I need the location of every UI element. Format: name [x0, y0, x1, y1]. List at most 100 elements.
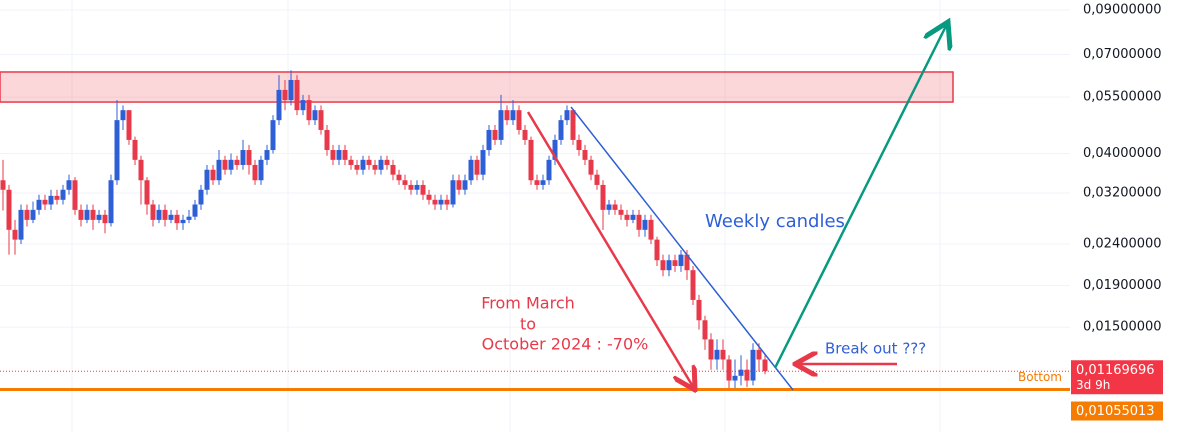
candle-body	[18, 209, 24, 240]
candle-body	[672, 260, 678, 266]
candle-body	[54, 195, 60, 200]
y-tick-label: 0,01500000	[1083, 320, 1162, 335]
candle-body	[372, 164, 378, 170]
y-tick-label: 0,09000000	[1083, 2, 1162, 17]
annotation: From March	[481, 294, 575, 313]
candle-body	[642, 219, 648, 230]
candle-body	[144, 180, 150, 205]
candle-body	[474, 159, 480, 175]
candle-body	[258, 159, 264, 181]
candle-body	[324, 129, 330, 151]
candle-body	[378, 159, 384, 170]
candle-body	[708, 339, 714, 360]
candle-body	[582, 150, 588, 160]
candle-body	[180, 219, 186, 224]
last-price-box	[1071, 360, 1163, 395]
candle-body	[360, 159, 366, 170]
bottom-price-box	[1071, 401, 1163, 421]
candle-body	[438, 199, 444, 205]
candle-body	[750, 349, 756, 381]
candle-body	[186, 216, 192, 220]
candle-body	[246, 150, 252, 165]
candle-body	[126, 110, 132, 140]
candle-body	[456, 180, 462, 190]
candle-body	[432, 199, 438, 205]
candle-body	[612, 204, 618, 210]
candle-body	[150, 204, 156, 220]
bottom-price-label: 0,01055013	[1076, 404, 1155, 419]
candle-body	[690, 270, 696, 300]
candle-body	[444, 199, 450, 205]
candle-body	[6, 189, 12, 230]
y-tick-label: 0,03200000	[1083, 186, 1162, 201]
candle-body	[726, 359, 732, 381]
candle-body	[24, 209, 30, 220]
candle-body	[12, 229, 18, 240]
candle-body	[48, 195, 54, 205]
candle-body	[366, 159, 372, 165]
drawings: Weekly candles From March to October 202…	[481, 22, 948, 390]
candle-body	[156, 209, 162, 220]
candle-body	[570, 110, 576, 140]
candle-body	[240, 150, 246, 165]
candle-body	[222, 159, 228, 170]
candle-body	[468, 159, 474, 181]
y-tick-label: 0,02400000	[1083, 236, 1162, 251]
candle-body	[600, 184, 606, 210]
candle-body	[252, 164, 258, 181]
candle-body	[624, 214, 630, 220]
candle-body	[312, 110, 318, 121]
candle-body	[348, 159, 354, 165]
candle-body	[384, 159, 390, 165]
annotation: Break out ???	[825, 340, 926, 358]
candle-body	[210, 169, 216, 181]
y-tick-label: 0,04000000	[1083, 146, 1162, 161]
candle-body	[36, 199, 42, 210]
candle-body	[714, 349, 720, 360]
candle-body	[630, 214, 636, 220]
candle-body	[72, 180, 78, 210]
candle-body	[660, 260, 666, 271]
candle-body	[108, 180, 114, 224]
price-axis	[1070, 0, 1180, 432]
candle-body	[168, 214, 174, 220]
candle-body	[354, 164, 360, 170]
candle-body	[396, 174, 402, 181]
candle-body	[516, 110, 522, 130]
candle-body	[540, 180, 546, 185]
candle-body	[732, 375, 738, 381]
candle-body	[420, 184, 426, 195]
candle-body	[342, 150, 348, 160]
candle-body	[402, 180, 408, 185]
candle-body	[282, 89, 288, 101]
candle-body	[486, 129, 492, 151]
candle-body	[588, 159, 594, 175]
candle-body	[450, 180, 456, 205]
annotation: October 2024 : -70%	[482, 335, 649, 354]
candle-body	[636, 214, 642, 230]
candle-body	[594, 174, 600, 185]
annotation: Weekly candles	[705, 211, 845, 232]
annotation: to	[520, 315, 536, 334]
candle-body	[564, 110, 570, 121]
trend-line	[570, 106, 794, 391]
candle-body	[546, 159, 552, 181]
candle-body	[558, 120, 564, 140]
candle-body	[654, 239, 660, 261]
candle-body	[30, 209, 36, 220]
candle-body	[78, 209, 84, 220]
candle-body	[414, 184, 420, 190]
decline-arrow	[526, 111, 695, 390]
breakout-arrow	[773, 22, 948, 369]
candle-body	[576, 139, 582, 151]
candle-body	[390, 164, 396, 175]
candle-body	[234, 159, 240, 165]
candle-body	[426, 194, 432, 200]
candle-body	[756, 349, 762, 360]
candle-body	[84, 209, 90, 220]
candle-body	[192, 204, 198, 217]
candle-body	[306, 100, 312, 121]
grid	[0, 0, 1070, 432]
y-tick-label: 0,01900000	[1083, 278, 1162, 293]
